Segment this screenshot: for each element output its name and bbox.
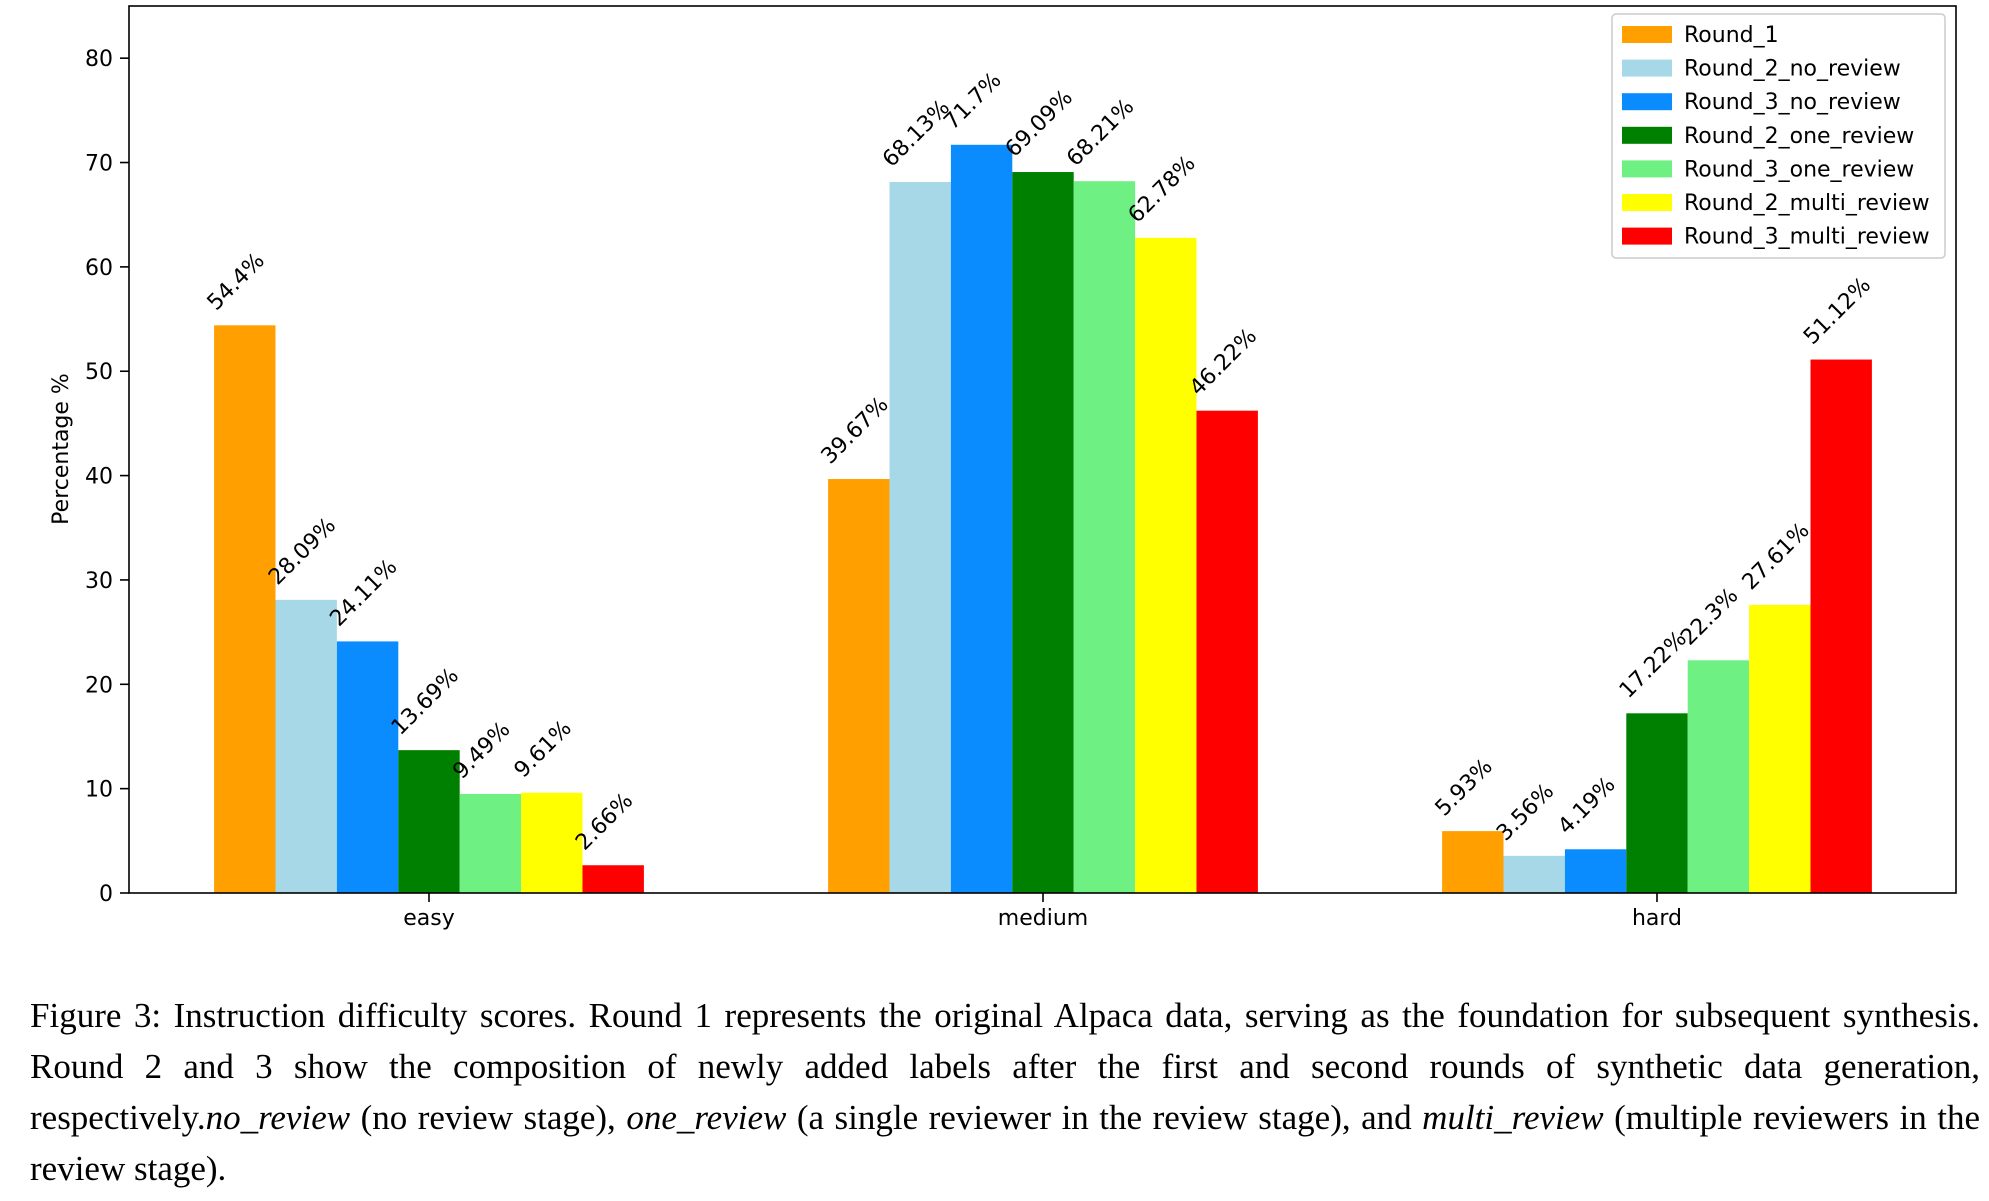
bars-group (214, 144, 1872, 894)
y-axis: 0 10 20 30 40 50 60 70 80 (85, 47, 129, 907)
y-tick-label-10: 10 (85, 778, 113, 803)
caption-term-one-review: one_review (626, 1098, 787, 1137)
bar-hard-round-1 (1442, 831, 1504, 893)
legend-label-round-2-multi-review: Round_2_multi_review (1684, 191, 1930, 216)
bar-chart: 54.4%28.09%24.11%13.69%9.49%9.61%2.66%39… (49, 5, 1957, 931)
data-label-hard-round-2-multi-review: 27.61% (1738, 518, 1815, 595)
data-label-easy-round-2-one-review: 13.69% (387, 663, 464, 740)
bar-medium-round-3-multi-review (1196, 410, 1258, 893)
bar-hard-round-3-multi-review (1810, 359, 1872, 893)
x-axis: easy medium hard (403, 893, 1682, 931)
caption-term-no-review: no_review (205, 1098, 351, 1137)
legend-swatch-round-1 (1622, 26, 1672, 43)
data-label-medium-round-1: 39.67% (817, 392, 894, 469)
y-tick-label-60: 60 (85, 256, 113, 281)
x-tick-label-easy: easy (403, 906, 455, 931)
data-label-easy-round-2-no-review: 28.09% (264, 513, 341, 590)
legend-label-round-2-no-review: Round_2_no_review (1684, 57, 1901, 82)
legend-swatch-round-3-no-review (1622, 93, 1672, 111)
data-label-easy-round-1: 54.4% (203, 248, 270, 315)
bar-hard-round-3-one-review (1687, 660, 1750, 893)
bar-easy-round-1 (214, 325, 276, 893)
bar-hard-round-2-one-review (1626, 713, 1688, 893)
data-label-hard-round-2-no-review: 3.56% (1492, 779, 1559, 846)
data-label-hard-round-3-one-review: 22.3% (1676, 583, 1743, 650)
y-tick-label-20: 20 (85, 673, 113, 698)
data-label-medium-round-3-multi-review: 46.22% (1185, 324, 1262, 401)
bar-easy-round-3-one-review (459, 793, 522, 893)
data-label-medium-round-2-no-review: 68.13% (878, 95, 955, 172)
bar-hard-round-2-multi-review (1749, 604, 1811, 893)
legend-label-round-3-one-review: Round_3_one_review (1684, 157, 1914, 182)
bar-easy-round-2-one-review (398, 750, 460, 893)
legend-swatch-round-2-multi-review (1622, 194, 1672, 211)
caption-term-multi-review: multi_review (1422, 1098, 1604, 1137)
bar-easy-round-2-multi-review (521, 792, 583, 893)
bar-medium-round-2-multi-review (1135, 237, 1197, 893)
legend-box (1611, 13, 1946, 259)
caption-text-3: (a single reviewer in the review stage),… (786, 1098, 1423, 1137)
data-label-medium-round-3-no-review: 71.7% (939, 68, 1006, 135)
legend-label-round-2-one-review: Round_2_one_review (1684, 124, 1914, 149)
bar-medium-round-2-one-review (1012, 172, 1074, 893)
bar-hard-round-2-no-review (1503, 855, 1565, 893)
bar-medium-round-1 (828, 479, 890, 893)
bar-easy-round-3-no-review (336, 641, 399, 893)
data-label-hard-round-3-multi-review: 51.12% (1799, 273, 1876, 350)
legend-swatch-round-2-one-review (1622, 126, 1672, 144)
data-label-medium-round-2-multi-review: 62.78% (1124, 151, 1201, 228)
bar-medium-round-3-one-review (1073, 181, 1136, 893)
legend-swatch-round-3-multi-review (1622, 227, 1672, 245)
bar-hard-round-3-no-review (1564, 849, 1627, 893)
legend-swatch-round-3-one-review (1622, 160, 1672, 178)
data-label-hard-round-3-no-review: 4.19% (1553, 772, 1620, 839)
data-label-easy-round-2-multi-review: 9.61% (510, 716, 577, 783)
data-label-hard-round-1: 5.93% (1431, 754, 1498, 821)
caption-text-4: (multiple reviewers in the review stage)… (30, 1098, 1980, 1188)
caption-text-2: (no review stage), (350, 1098, 627, 1137)
bar-medium-round-3-no-review (950, 144, 1013, 894)
y-tick-label-70: 70 (85, 152, 113, 177)
y-tick-label-40: 40 (85, 465, 113, 490)
y-tick-label-80: 80 (85, 47, 113, 72)
y-tick-label-0: 0 (99, 882, 113, 907)
bar-medium-round-2-no-review (889, 182, 951, 894)
legend-swatch-round-2-no-review (1622, 59, 1672, 77)
legend-label-round-3-multi-review: Round_3_multi_review (1684, 225, 1930, 250)
x-tick-label-medium: medium (998, 906, 1088, 931)
figure-caption: Figure 3: Instruction difficulty scores.… (30, 990, 1980, 1194)
data-label-easy-round-3-no-review: 24.11% (325, 555, 402, 632)
bar-easy-round-3-multi-review (582, 865, 644, 893)
y-tick-label-50: 50 (85, 360, 113, 385)
legend-label-round-1: Round_1 (1684, 23, 1779, 48)
legend: Round_1 Round_2_no_review Round_3_no_revie… (1611, 13, 1946, 259)
caption-text-1: Figure 3: Instruction difficulty scores.… (30, 996, 1980, 1137)
y-tick-label-30: 30 (85, 569, 113, 594)
y-axis-label: Percentage % (49, 373, 74, 525)
legend-label-round-3-no-review: Round_3_no_review (1684, 90, 1901, 115)
bar-easy-round-2-no-review (275, 599, 337, 893)
x-tick-label-hard: hard (1632, 906, 1682, 931)
